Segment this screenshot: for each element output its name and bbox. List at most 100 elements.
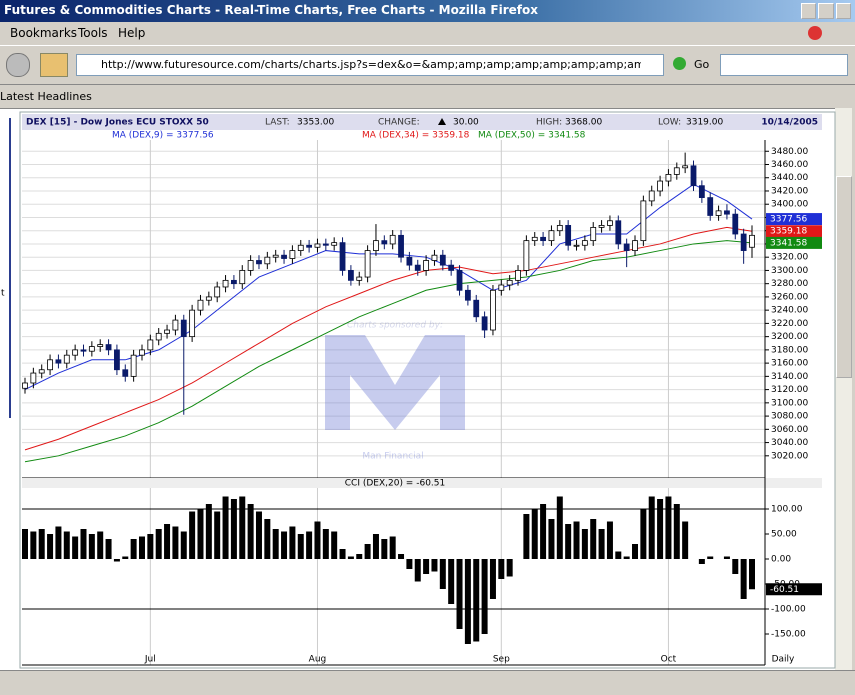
go-button[interactable]: Go <box>694 58 710 71</box>
candle-body <box>205 296 212 301</box>
candle-body <box>55 359 62 364</box>
cci-bar <box>247 504 254 559</box>
candle-body <box>214 286 221 298</box>
y-tick-label: 3260.00 <box>771 292 808 302</box>
change-label: CHANGE: <box>378 118 420 128</box>
scrollbar[interactable] <box>835 108 852 670</box>
cci-bar <box>72 536 79 559</box>
url-bar[interactable]: http://www.futuresource.com/charts/chart… <box>76 54 664 76</box>
candle-body <box>256 260 262 265</box>
cci-bar <box>414 559 421 582</box>
candle-body <box>347 270 354 281</box>
high-label: HIGH: <box>536 118 562 128</box>
cci-bar <box>230 499 237 559</box>
menu-item[interactable]: Bookmarks <box>10 26 78 40</box>
sponsor-watermark: Charts sponsored by: Man Financial <box>325 321 465 462</box>
home-button[interactable] <box>40 53 68 77</box>
candle-body <box>473 299 480 318</box>
minimize[interactable] <box>801 3 817 19</box>
bookmark[interactable]: Latest Headlines <box>0 90 92 103</box>
candle-body <box>439 254 446 266</box>
legend-ma34: MA (DEX,34) = 3359.18 <box>362 131 470 141</box>
cci-bar <box>398 554 405 559</box>
cci-bar <box>314 521 321 559</box>
cci-bar <box>423 559 430 574</box>
window-title: Futures & Commodities Charts - Real-Time… <box>4 3 538 17</box>
stop-button[interactable] <box>6 53 30 77</box>
scroll-thumb[interactable] <box>836 176 852 378</box>
candle-body <box>331 242 338 246</box>
menu-item[interactable]: Tools <box>78 26 108 40</box>
candle-body <box>531 236 538 242</box>
y-tick-label: 3280.00 <box>771 279 808 289</box>
maximize[interactable] <box>818 3 834 19</box>
candle-body <box>264 256 271 265</box>
y-tick-label: 3400.00 <box>771 200 808 210</box>
high-value: 3368.00 <box>565 118 602 128</box>
header-band <box>22 114 822 130</box>
cci-bar <box>205 504 212 559</box>
candle-body <box>281 254 287 259</box>
cci-bar <box>97 531 104 559</box>
candle-body <box>490 289 496 331</box>
candle-body <box>481 316 488 331</box>
x-tick-label: Sep <box>493 655 510 665</box>
y-tick-label: 0.00 <box>771 555 791 565</box>
cci-bar <box>406 559 413 569</box>
cci-bar <box>306 531 313 559</box>
candle-body <box>314 243 321 248</box>
candle-body <box>139 349 145 356</box>
candle-body <box>598 225 605 228</box>
cci-bar <box>682 521 689 559</box>
candle-body <box>690 165 697 187</box>
candle-body <box>398 234 404 258</box>
y-tick-label: 3060.00 <box>771 425 808 435</box>
go-icon[interactable] <box>673 57 686 70</box>
cci-bar <box>632 544 639 559</box>
cci-bar <box>164 524 171 559</box>
search-box[interactable] <box>720 54 848 76</box>
candle-body <box>147 339 154 351</box>
value-tag-label: -60.51 <box>770 585 799 595</box>
cci-bar <box>498 559 505 579</box>
last-label: LAST: <box>265 118 290 128</box>
candle-body <box>715 210 722 216</box>
window-buttons[interactable] <box>801 3 851 19</box>
menu-item[interactable]: Help <box>118 26 146 40</box>
candle-body <box>565 225 572 246</box>
cci-bar <box>38 529 45 559</box>
candle-body <box>339 242 346 271</box>
stop-icon[interactable] <box>808 26 822 40</box>
y-tick-label: 100.00 <box>771 505 803 515</box>
candle-body <box>38 369 45 374</box>
candle-body <box>97 344 104 347</box>
candle-body <box>130 354 137 377</box>
left-panel <box>0 118 11 418</box>
cci-bar <box>80 529 87 559</box>
candle-body <box>498 284 505 291</box>
y-tick-label: 3180.00 <box>771 345 808 355</box>
cci-bar <box>640 509 647 559</box>
cci-bar <box>297 534 304 559</box>
candle-body <box>63 354 70 364</box>
sponsor-text: Charts sponsored by: <box>347 321 443 331</box>
cci-bar <box>105 539 112 559</box>
close[interactable] <box>835 3 851 19</box>
candle-body <box>297 244 304 251</box>
ma-line <box>24 240 753 463</box>
candle-body <box>272 254 279 258</box>
cci-bar <box>698 559 705 564</box>
y-tick-label: 3080.00 <box>771 412 808 422</box>
cci-bar <box>339 549 346 559</box>
x-tick-label: Aug <box>309 655 327 665</box>
cci-bar <box>88 534 95 559</box>
cci-bar <box>122 556 129 559</box>
cci-bar <box>30 531 37 559</box>
value-tag-label: 3377.56 <box>770 215 807 225</box>
value-tag <box>766 583 822 596</box>
change-value: 30.00 <box>453 118 479 128</box>
candle-body <box>556 225 563 232</box>
candle-body <box>122 369 129 377</box>
cci-bar <box>264 519 271 559</box>
